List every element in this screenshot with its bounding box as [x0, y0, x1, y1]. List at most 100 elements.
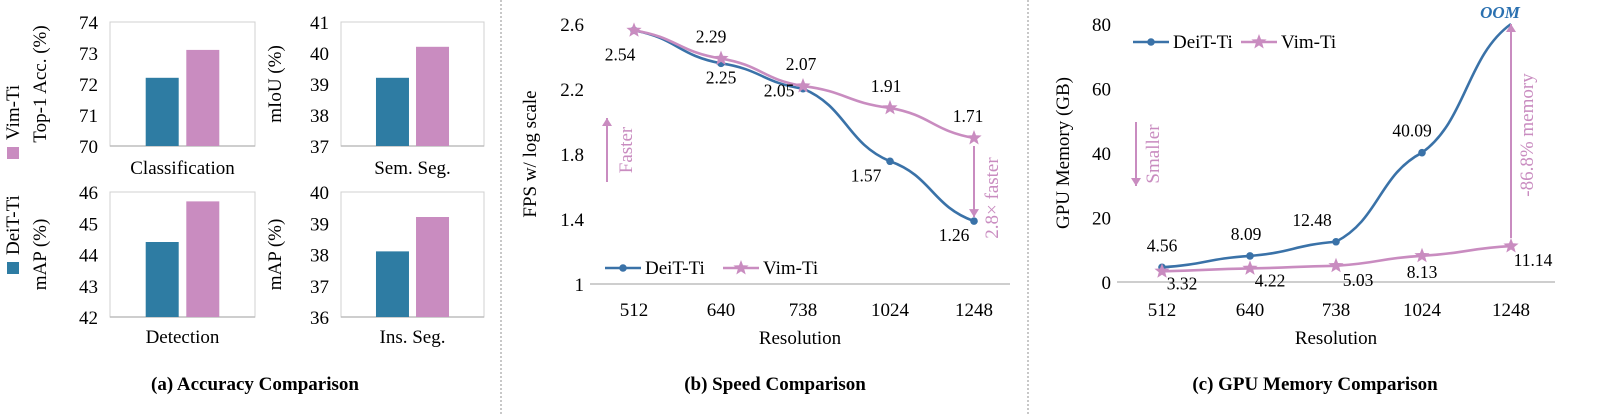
speed-point-vim: [626, 22, 642, 37]
memory-data-label-vim: 11.14: [1514, 250, 1553, 270]
caption-b: (b) Speed Comparison: [684, 374, 866, 395]
speed-data-label-deit: 2.05: [764, 81, 795, 101]
semseg-ytick: 38: [310, 106, 329, 127]
semseg-ytick: 41: [310, 13, 329, 34]
semseg-ytick: 40: [310, 44, 329, 65]
classification-title: Classification: [130, 158, 235, 179]
speed-xtick: 1024: [871, 300, 910, 321]
speed-gap-label: 2.8× faster: [982, 157, 1003, 239]
detection-ytick: 45: [79, 214, 98, 235]
memory-data-label-deit: 8.09: [1231, 224, 1262, 244]
speed-point-deit: [886, 157, 894, 166]
speed-data-label-deit: 1.26: [939, 225, 970, 245]
speed-data-label-vim: 2.29: [696, 27, 727, 47]
insseg-title: Ins. Seg.: [380, 327, 446, 348]
memory-ylabel: GPU Memory (GB): [1053, 77, 1074, 229]
legend-a-vim-label: Vim-Ti: [3, 85, 24, 140]
memory-point-deit: [1246, 252, 1254, 260]
memory-point-vim: [1328, 257, 1344, 273]
detection-title: Detection: [146, 327, 220, 348]
detection-ylabel: mAP (%): [30, 219, 51, 291]
detection-frame: [109, 191, 256, 318]
memory-point-deit: [1332, 237, 1340, 246]
memory-point-vim: [1414, 247, 1430, 263]
memory-legend-deit-label: DeiT-Ti: [1173, 32, 1233, 53]
speed-ytick: 2.6: [560, 15, 584, 36]
memory-data-label-deit: 4.56: [1147, 235, 1178, 255]
memory-ytick: 60: [1092, 80, 1111, 101]
detection-ytick: 44: [79, 246, 99, 267]
detection-bar-vimti: [186, 201, 220, 317]
speed-point-vim: [966, 130, 982, 145]
detection-ytick: 43: [79, 277, 98, 298]
memory-gap-label: -86.8% memory: [1517, 73, 1538, 197]
speed-legend-deit-label: DeiT-Ti: [645, 258, 705, 279]
memory-ytick: 20: [1092, 209, 1111, 230]
memory-data-label-vim: 5.03: [1343, 270, 1374, 290]
speed-legend-deit-marker: [619, 264, 627, 272]
speed-faster-label: Faster: [616, 126, 637, 173]
classification-ytick: 73: [79, 44, 98, 65]
memory-point-vim: [1242, 260, 1258, 275]
legend-a-deit-swatch: [7, 262, 19, 274]
memory-ytick: 0: [1102, 273, 1112, 294]
divider-left: [500, 0, 502, 414]
memory-xtick: 738: [1322, 300, 1351, 321]
semseg-frame: [340, 21, 485, 147]
classification-ytick: 72: [79, 75, 98, 96]
detection-ytick: 46: [79, 183, 98, 204]
insseg-ytick: 40: [310, 183, 329, 204]
memory-data-label-vim: 3.32: [1167, 273, 1198, 293]
memory-smaller-arrow-head: [1131, 178, 1141, 186]
speed-xtick: 640: [707, 300, 736, 321]
memory-data-label-deit: 12.48: [1292, 210, 1332, 230]
memory-legend-vim-label: Vim-Ti: [1281, 32, 1336, 53]
memory-point-vim: [1154, 263, 1170, 278]
classification-ytick: 74: [79, 13, 99, 34]
caption-c: (c) GPU Memory Comparison: [1192, 374, 1438, 395]
speed-data-label-vim: 1.71: [953, 106, 984, 126]
insseg-bar-deitti: [375, 251, 409, 317]
insseg-ytick: 38: [310, 246, 329, 267]
speed-ytick: 1.8: [560, 145, 584, 166]
speed-legend-vim-label: Vim-Ti: [763, 258, 818, 279]
memory-xtick: 512: [1148, 300, 1177, 321]
speed-xlabel: Resolution: [759, 328, 842, 349]
speed-data-label-deit: 1.57: [851, 165, 882, 185]
speed-data-label-vim: 2.54: [605, 44, 636, 64]
speed-xtick: 1248: [955, 300, 993, 321]
semseg-bar-deitti: [375, 77, 409, 146]
insseg-ylabel: mAP (%): [265, 219, 286, 291]
classification-frame: [109, 21, 256, 147]
memory-smaller-label: Smaller: [1143, 124, 1164, 184]
speed-ytick: 1: [575, 275, 585, 296]
semseg-title: Sem. Seg.: [374, 158, 451, 179]
memory-point-vim: [1503, 238, 1519, 253]
speed-point-vim: [882, 99, 898, 115]
memory-legend-vim-marker: [1251, 34, 1267, 49]
insseg-bar-vimti: [416, 217, 450, 317]
classification-bar-vimti: [186, 49, 220, 146]
memory-oom-label: OOM: [1480, 3, 1521, 22]
speed-ytick: 1.4: [560, 210, 584, 231]
speed-faster-arrow-head: [602, 118, 612, 126]
memory-xlabel: Resolution: [1295, 328, 1378, 349]
memory-gap-arrow-head: [1506, 24, 1516, 32]
speed-gap-arrow-head: [969, 209, 979, 218]
memory-line-deitti: [1161, 22, 1512, 269]
speed-data-label-deit: 2.25: [706, 67, 737, 87]
speed-xtick: 738: [789, 300, 818, 321]
insseg-ytick: 37: [310, 277, 329, 298]
memory-xtick: 640: [1236, 300, 1265, 321]
legend-a-vim-swatch: [7, 147, 19, 159]
insseg-frame: [340, 191, 485, 318]
classification-bar-deitti: [145, 77, 179, 146]
memory-ytick: 80: [1092, 15, 1111, 36]
speed-data-label-vim: 2.07: [786, 54, 817, 74]
legend-a-deit-label: DeiT-Ti: [3, 195, 24, 255]
insseg-ytick: 36: [310, 308, 329, 329]
divider-right: [1027, 0, 1029, 414]
memory-xtick: 1024: [1403, 300, 1442, 321]
memory-data-label-deit: 40.09: [1392, 121, 1432, 141]
